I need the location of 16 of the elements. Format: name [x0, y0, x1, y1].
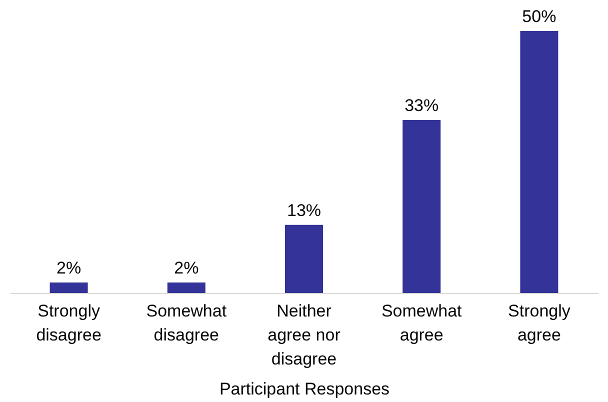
data-label: 50% — [522, 6, 556, 26]
bar — [50, 282, 88, 293]
x-tick-label: Strongly disagree — [36, 302, 102, 344]
bar — [167, 282, 206, 293]
bar — [285, 224, 323, 293]
data-label: 13% — [286, 200, 322, 220]
x-tick-label: Neither agree nor disagree — [268, 302, 341, 368]
data-label: 33% — [404, 96, 439, 116]
data-label: 2% — [56, 258, 82, 278]
bar — [520, 30, 558, 293]
x-tick-label: Somewhat agree — [381, 302, 462, 344]
x-tick-label: Strongly agree — [508, 302, 571, 344]
x-tick-label: Somewhat disagree — [146, 302, 227, 344]
bar — [402, 120, 441, 293]
data-label: 2% — [174, 258, 199, 278]
x-axis-title: Participant Responses — [219, 380, 390, 398]
